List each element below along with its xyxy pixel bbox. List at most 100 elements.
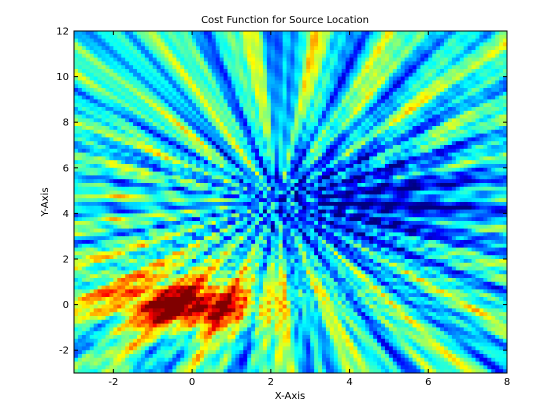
heatmap-cell	[223, 110, 228, 115]
heatmap-cell	[392, 141, 398, 146]
heatmap-cell	[164, 61, 169, 66]
heatmap-cell	[255, 65, 260, 70]
heatmap-cell	[475, 122, 480, 127]
heatmap-cell	[483, 183, 488, 188]
heatmap-cell	[377, 88, 382, 93]
heatmap-cell	[176, 129, 181, 134]
heatmap-cell	[89, 198, 95, 203]
heatmap-cell	[377, 133, 382, 138]
heatmap-cell	[444, 72, 449, 77]
heatmap-cell	[93, 72, 99, 77]
heatmap-cell	[353, 69, 358, 74]
heatmap-cell	[125, 103, 130, 108]
heatmap-cell	[129, 156, 134, 161]
heatmap-cell	[286, 34, 291, 39]
heatmap-cell	[420, 186, 425, 191]
heatmap-cell	[412, 76, 417, 81]
heatmap-cell	[483, 148, 488, 153]
heatmap-cell	[74, 95, 79, 100]
heatmap-cell	[168, 183, 173, 188]
heatmap-cell	[318, 42, 323, 47]
heatmap-cell	[286, 175, 291, 180]
heatmap-cell	[420, 133, 425, 138]
heatmap-cell	[408, 198, 413, 203]
heatmap-cell	[89, 141, 95, 146]
heatmap-cell	[325, 88, 331, 93]
heatmap-cell	[432, 99, 437, 104]
heatmap-cell	[172, 46, 177, 51]
heatmap-cell	[144, 129, 150, 134]
heatmap-cell	[321, 148, 327, 153]
heatmap-cell	[290, 164, 295, 169]
heatmap-cell	[97, 84, 102, 89]
heatmap-cell	[247, 31, 252, 36]
heatmap-cell	[278, 88, 284, 93]
heatmap-cell	[408, 42, 413, 47]
heatmap-cell	[148, 160, 154, 165]
heatmap-cell	[357, 95, 362, 100]
heatmap-cell	[290, 160, 295, 165]
heatmap-cell	[384, 38, 390, 43]
heatmap-cell	[188, 179, 193, 184]
heatmap-cell	[89, 164, 95, 169]
heatmap-cell	[105, 167, 110, 172]
heatmap-cell	[282, 72, 287, 77]
heatmap-cell	[156, 129, 161, 134]
heatmap-cell	[203, 99, 209, 104]
heatmap-cell	[97, 57, 102, 62]
heatmap-cell	[184, 50, 189, 55]
heatmap-cell	[101, 76, 106, 81]
heatmap-cell	[495, 137, 500, 142]
heatmap-cell	[97, 99, 102, 104]
heatmap-cell	[495, 50, 500, 55]
heatmap-cell	[318, 53, 323, 58]
heatmap-cell	[404, 167, 409, 172]
heatmap-cell	[392, 126, 398, 131]
heatmap-cell	[133, 175, 138, 180]
heatmap-cell	[388, 99, 394, 104]
heatmap-cell	[105, 65, 110, 70]
heatmap-cell	[381, 46, 386, 51]
heatmap-cell	[373, 72, 378, 77]
heatmap-cell	[404, 118, 409, 123]
heatmap-cell	[392, 34, 398, 39]
heatmap-cell	[381, 50, 386, 55]
heatmap-cell	[321, 175, 327, 180]
heatmap-cell	[428, 171, 433, 176]
heatmap-cell	[408, 129, 413, 134]
heatmap-cell	[266, 38, 272, 43]
heatmap-cell	[495, 103, 500, 108]
heatmap-cell	[381, 72, 386, 77]
heatmap-cell	[373, 34, 378, 39]
heatmap-cell	[188, 107, 193, 112]
heatmap-cell	[211, 110, 217, 115]
heatmap-cell	[475, 69, 480, 74]
heatmap-cell	[491, 53, 496, 58]
heatmap-cell	[239, 61, 244, 66]
heatmap-cell	[337, 190, 343, 195]
heatmap-cell	[412, 167, 417, 172]
heatmap-cell	[377, 61, 382, 66]
heatmap-cell	[337, 133, 343, 138]
heatmap-cell	[447, 133, 453, 138]
heatmap-cell	[404, 103, 409, 108]
heatmap-cell	[207, 183, 213, 188]
heatmap-cell	[408, 167, 413, 172]
heatmap-cell	[321, 61, 327, 66]
heatmap-cell	[121, 53, 126, 58]
heatmap-cell	[467, 167, 472, 172]
heatmap-cell	[211, 99, 217, 104]
heatmap-cell	[172, 202, 177, 207]
heatmap-cell	[176, 99, 181, 104]
heatmap-cell	[235, 198, 240, 203]
heatmap-cell	[365, 61, 370, 66]
heatmap-cell	[109, 156, 114, 161]
heatmap-cell	[471, 69, 476, 74]
heatmap-cell	[140, 31, 146, 36]
heatmap-cell	[495, 95, 500, 100]
heatmap-cell	[353, 171, 358, 176]
heatmap-cell	[184, 190, 189, 195]
heatmap-cell	[499, 148, 504, 153]
heatmap-cell	[184, 137, 189, 142]
heatmap-cell	[77, 137, 83, 142]
